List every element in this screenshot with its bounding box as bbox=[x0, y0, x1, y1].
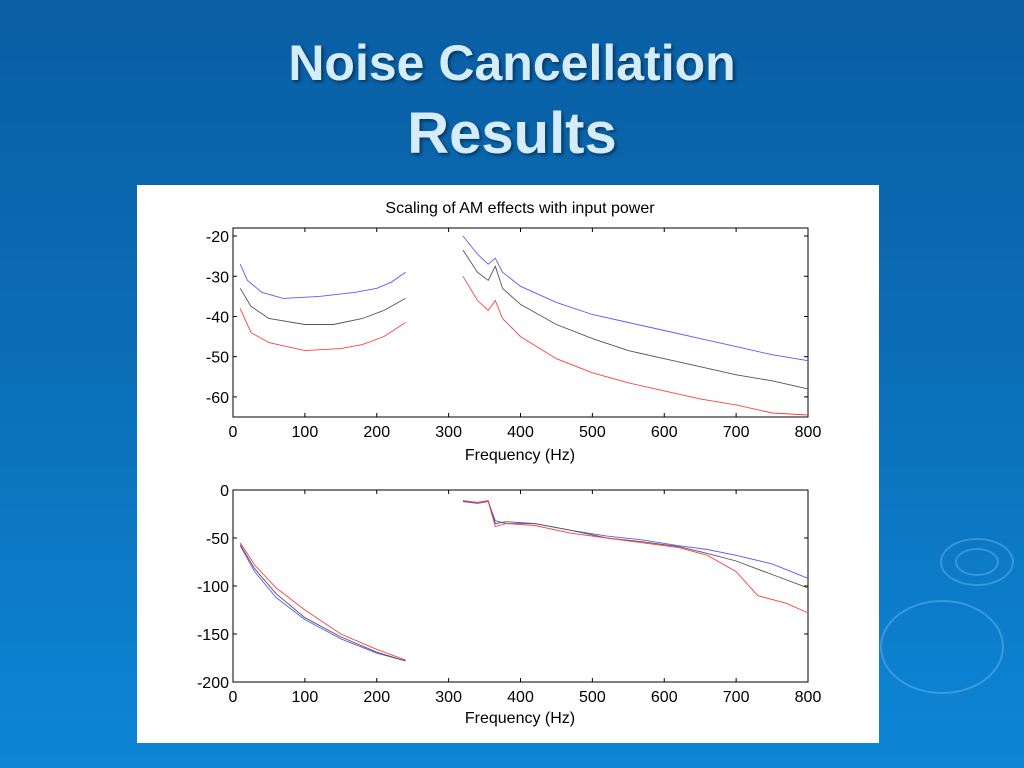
series-line-blue bbox=[462, 235, 809, 362]
figure-panel: Scaling of AM effects with input power 0… bbox=[137, 185, 879, 743]
series-line-blue bbox=[239, 264, 406, 299]
chart-title: Scaling of AM effects with input power bbox=[385, 200, 655, 217]
plot-top: 0 100 200 300 400 500 600 700 800 -20 -30 -40 -50 -60 bbox=[206, 227, 822, 441]
x-tick-label: 200 bbox=[363, 689, 390, 706]
series-line-gray bbox=[462, 249, 809, 390]
series-line-gray bbox=[239, 544, 406, 662]
x-tick-label: 600 bbox=[651, 689, 678, 706]
x-tick-label: 300 bbox=[435, 424, 462, 441]
series-line-red bbox=[462, 276, 809, 416]
x-tick-label: 700 bbox=[723, 689, 750, 706]
plot-frame bbox=[232, 489, 809, 683]
y-tick-label: -40 bbox=[206, 309, 229, 326]
x-tick-label: 400 bbox=[507, 424, 534, 441]
x-tick-label: 400 bbox=[507, 689, 534, 706]
x-tick-label: 100 bbox=[292, 424, 319, 441]
series-line-gray bbox=[462, 500, 809, 589]
x-tick-label: 0 bbox=[229, 689, 238, 706]
series-line-red bbox=[239, 542, 406, 661]
x-tick-label: 500 bbox=[579, 689, 606, 706]
y-tick-label: -50 bbox=[206, 350, 229, 367]
y-tick-label: -150 bbox=[197, 627, 229, 644]
y-tick-label: -50 bbox=[206, 531, 229, 548]
chart-figure: Scaling of AM effects with input power 0… bbox=[197, 200, 822, 727]
x-tick-label: 700 bbox=[723, 424, 750, 441]
series-line-red bbox=[239, 308, 406, 352]
x-tick-label: 100 bbox=[292, 689, 319, 706]
x-tick-label: 600 bbox=[651, 424, 678, 441]
x-tick-label: 800 bbox=[795, 424, 822, 441]
x-tick-label: 800 bbox=[795, 689, 822, 706]
ripple-decoration-2 bbox=[955, 548, 999, 576]
x-tick-label: 200 bbox=[363, 424, 390, 441]
x-tick-label: 300 bbox=[435, 689, 462, 706]
x-axis-label-top: Frequency (Hz) bbox=[465, 447, 575, 464]
y-tick-label: -20 bbox=[206, 229, 229, 246]
y-tick-label: -200 bbox=[197, 675, 229, 692]
y-tick-label: 0 bbox=[220, 483, 229, 500]
slide-subtitle: Results bbox=[407, 101, 617, 166]
series-line-red bbox=[462, 500, 809, 614]
series-line-gray bbox=[239, 288, 406, 325]
x-tick-label: 0 bbox=[229, 424, 238, 441]
x-axis-label-bottom: Frequency (Hz) bbox=[465, 710, 575, 727]
ripple-decoration-3 bbox=[880, 600, 1004, 694]
y-tick-label: -100 bbox=[197, 579, 229, 596]
series-line-blue bbox=[462, 500, 809, 579]
plot-frame bbox=[232, 227, 809, 418]
y-tick-label: -30 bbox=[206, 269, 229, 286]
series-line-blue bbox=[239, 545, 406, 662]
y-tick-label: -60 bbox=[206, 390, 229, 407]
ripple-decoration-1 bbox=[940, 538, 1014, 586]
x-tick-label: 500 bbox=[579, 424, 606, 441]
slide-title: Noise Cancellation bbox=[288, 35, 736, 91]
plot-bottom: 0 100 200 300 400 500 600 700 800 0 -50 -100 -150 -20… bbox=[197, 483, 821, 706]
